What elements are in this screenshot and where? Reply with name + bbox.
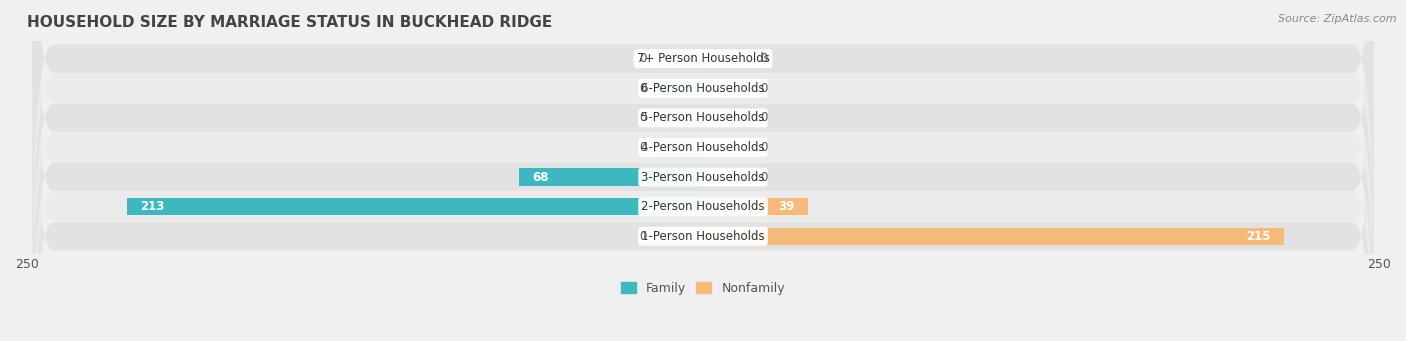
FancyBboxPatch shape (32, 0, 1374, 281)
Bar (654, 80, 703, 97)
Bar (127, 198, 703, 215)
Text: Source: ZipAtlas.com: Source: ZipAtlas.com (1278, 14, 1396, 24)
Legend: Family, Nonfamily: Family, Nonfamily (621, 282, 785, 295)
FancyBboxPatch shape (32, 0, 1374, 341)
Text: 0: 0 (638, 230, 647, 243)
Bar (703, 228, 1285, 245)
Bar (654, 50, 703, 67)
Text: 0: 0 (759, 141, 768, 154)
Bar (703, 139, 752, 156)
FancyBboxPatch shape (32, 0, 1374, 340)
Text: 2-Person Households: 2-Person Households (641, 200, 765, 213)
Text: 0: 0 (759, 82, 768, 95)
FancyBboxPatch shape (32, 14, 1374, 341)
Bar (703, 198, 808, 215)
Bar (519, 168, 703, 186)
Text: 7+ Person Households: 7+ Person Households (637, 52, 769, 65)
Text: 0: 0 (638, 141, 647, 154)
Text: 3-Person Households: 3-Person Households (641, 170, 765, 183)
FancyBboxPatch shape (32, 0, 1374, 311)
Text: 0: 0 (759, 52, 768, 65)
Bar (703, 168, 752, 186)
Bar (703, 80, 752, 97)
Text: 5-Person Households: 5-Person Households (641, 112, 765, 124)
Text: 0: 0 (638, 52, 647, 65)
Bar (654, 228, 703, 245)
Text: 215: 215 (1246, 230, 1271, 243)
Text: 0: 0 (638, 112, 647, 124)
Text: 0: 0 (638, 82, 647, 95)
Bar (654, 109, 703, 127)
Text: HOUSEHOLD SIZE BY MARRIAGE STATUS IN BUCKHEAD RIDGE: HOUSEHOLD SIZE BY MARRIAGE STATUS IN BUC… (27, 15, 553, 30)
Text: 68: 68 (533, 170, 550, 183)
Text: 1-Person Households: 1-Person Households (641, 230, 765, 243)
Text: 6-Person Households: 6-Person Households (641, 82, 765, 95)
Text: 0: 0 (759, 170, 768, 183)
Text: 0: 0 (759, 112, 768, 124)
Bar (703, 50, 752, 67)
Bar (654, 139, 703, 156)
Text: 39: 39 (779, 200, 794, 213)
FancyBboxPatch shape (32, 0, 1374, 341)
FancyBboxPatch shape (32, 0, 1374, 341)
Text: 213: 213 (141, 200, 165, 213)
Text: 4-Person Households: 4-Person Households (641, 141, 765, 154)
Bar (703, 109, 752, 127)
